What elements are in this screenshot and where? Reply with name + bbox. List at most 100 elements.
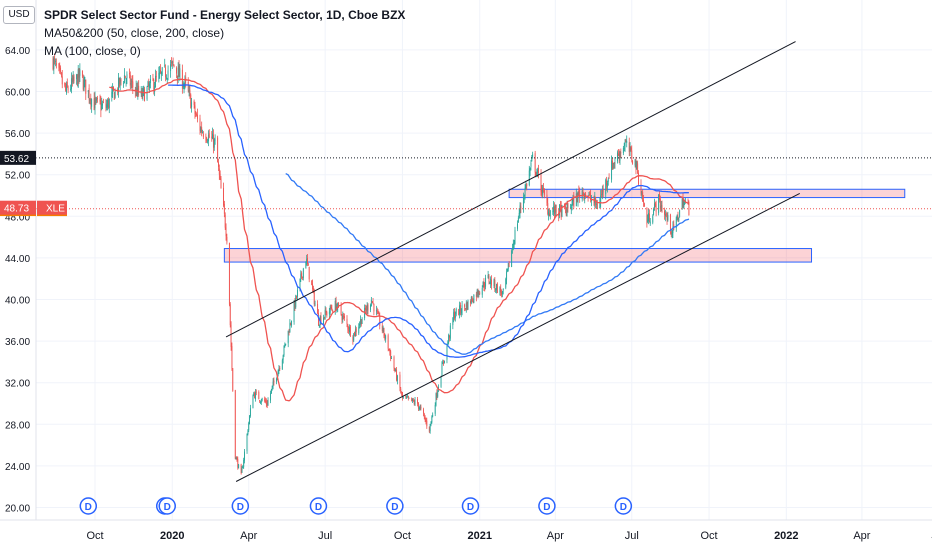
- candle-body: [389, 348, 391, 353]
- candle-body: [494, 280, 496, 290]
- candle-body: [101, 103, 103, 109]
- candle-body: [659, 198, 661, 209]
- candle-body: [636, 161, 638, 170]
- candle-body: [622, 148, 624, 154]
- candle-body: [601, 189, 603, 195]
- dividend-marker[interactable]: [231, 497, 250, 515]
- candle-body: [394, 369, 396, 371]
- candle-body: [105, 103, 107, 108]
- candle-body: [578, 189, 580, 193]
- indicator-ma50-200[interactable]: MA50&200 (50, close, 200, close): [44, 26, 225, 40]
- candle-body: [353, 333, 355, 341]
- candle-body: [375, 309, 377, 312]
- candle-body: [446, 344, 448, 360]
- candle-body: [246, 433, 248, 452]
- candle-body: [79, 69, 81, 76]
- candle-body: [137, 85, 139, 95]
- candle-body: [559, 204, 560, 215]
- candle-body: [187, 81, 189, 91]
- candle-body: [93, 98, 95, 110]
- candle-body: [395, 369, 397, 371]
- candle-body: [182, 86, 184, 88]
- candle-body: [391, 358, 392, 360]
- candle-body: [600, 195, 602, 203]
- dividend-marker[interactable]: [614, 497, 633, 515]
- dividend-marker[interactable]: [309, 497, 328, 515]
- candle-body: [270, 388, 272, 393]
- candle-body: [429, 423, 431, 432]
- candle-body: [540, 174, 542, 192]
- candle-body: [176, 75, 178, 79]
- dividend-marker[interactable]: [79, 497, 98, 515]
- candle-body: [149, 79, 151, 84]
- candle-body: [272, 381, 274, 387]
- time-scale[interactable]: [0, 520, 932, 550]
- candle-body: [538, 168, 539, 174]
- candle-body: [64, 82, 66, 86]
- y-tick-label: 20.00: [5, 504, 30, 515]
- price-badge-label: XLE: [46, 204, 65, 215]
- candle-body: [436, 392, 438, 397]
- candle-body: [141, 91, 143, 98]
- candle-body: [240, 464, 242, 474]
- candle-body: [482, 281, 484, 288]
- candle-body: [688, 201, 690, 216]
- candle-body: [76, 74, 77, 80]
- candle-body: [335, 300, 337, 310]
- candle-body: [275, 378, 277, 382]
- candle-body: [638, 172, 639, 185]
- candle-body: [197, 114, 198, 119]
- candle-body: [493, 279, 495, 286]
- candle-body: [659, 194, 660, 201]
- candle-body: [282, 355, 284, 360]
- candle-body: [500, 288, 502, 293]
- dividend-marker[interactable]: [386, 497, 404, 515]
- candle-body: [624, 142, 626, 147]
- indicator-ma100[interactable]: MA (100, close, 0): [44, 44, 141, 58]
- candle-body: [543, 188, 545, 190]
- candle-body: [328, 311, 330, 315]
- price-scale[interactable]: [0, 0, 36, 520]
- candle-body: [166, 78, 168, 80]
- candle-body: [82, 78, 84, 90]
- candle-body: [123, 82, 125, 84]
- candle-body: [682, 198, 684, 208]
- support-resistance-zone[interactable]: [508, 188, 906, 199]
- candle-body: [318, 324, 320, 326]
- candle-body: [119, 77, 121, 84]
- candle-body: [402, 397, 404, 399]
- candle-body: [496, 283, 498, 294]
- candle-body: [160, 72, 162, 75]
- candle-body: [470, 300, 471, 304]
- candle-body: [584, 194, 586, 200]
- moving-average-line: [285, 173, 690, 355]
- candle-body: [289, 323, 291, 333]
- candle-body: [66, 81, 68, 87]
- candle-body: [312, 283, 314, 290]
- candle-body: [89, 99, 91, 101]
- candle-body: [90, 98, 92, 105]
- candle-body: [126, 74, 128, 79]
- candle-body: [647, 219, 649, 223]
- dividend-marker[interactable]: [158, 497, 176, 515]
- trend-line[interactable]: [225, 41, 796, 338]
- candle-body: [124, 75, 126, 79]
- trend-line[interactable]: [235, 192, 800, 482]
- candle-body: [249, 408, 251, 416]
- candle-body: [206, 138, 208, 141]
- y-tick-label: 44.00: [5, 254, 30, 265]
- candle-body: [294, 300, 296, 308]
- candle-body: [411, 397, 413, 401]
- candle-body: [589, 193, 591, 195]
- candle-body: [359, 323, 361, 326]
- candle-body: [541, 189, 543, 194]
- support-resistance-zone[interactable]: [223, 248, 813, 263]
- candle-body: [360, 319, 362, 325]
- candle-body: [528, 170, 530, 186]
- currency-label[interactable]: USD: [3, 6, 35, 24]
- candle-body: [525, 184, 527, 189]
- dividend-marker[interactable]: [538, 497, 556, 515]
- dividend-marker[interactable]: [461, 497, 480, 515]
